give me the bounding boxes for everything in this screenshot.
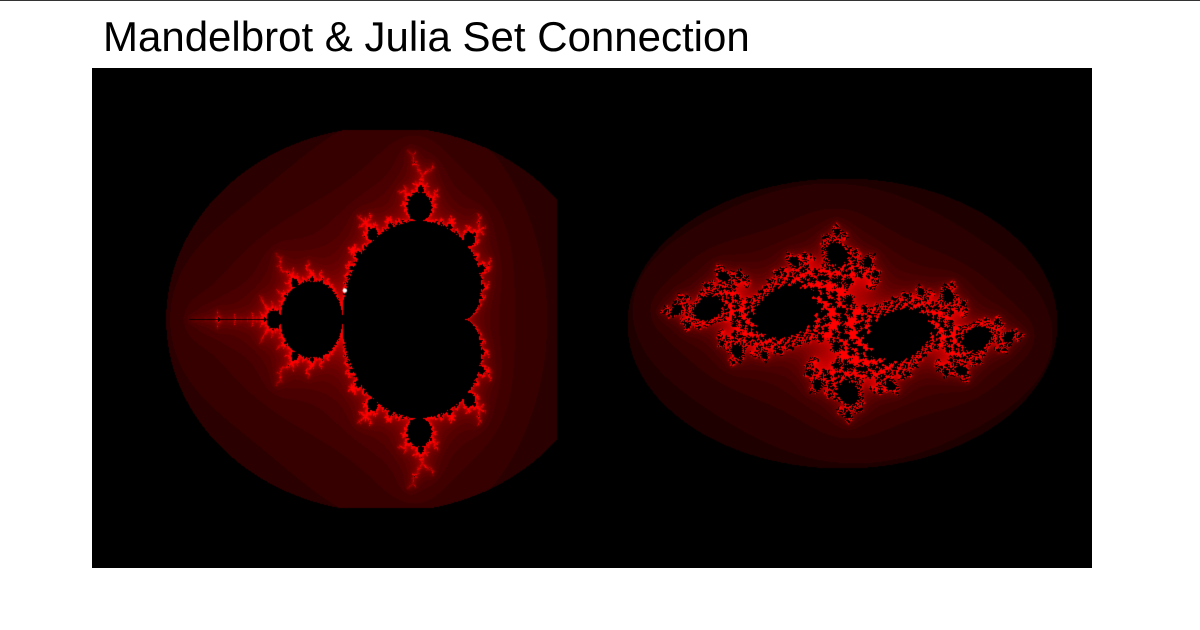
page-title: Mandelbrot & Julia Set Connection (103, 13, 750, 60)
fractal-canvas[interactable] (92, 68, 1092, 568)
top-border (0, 0, 1200, 1)
